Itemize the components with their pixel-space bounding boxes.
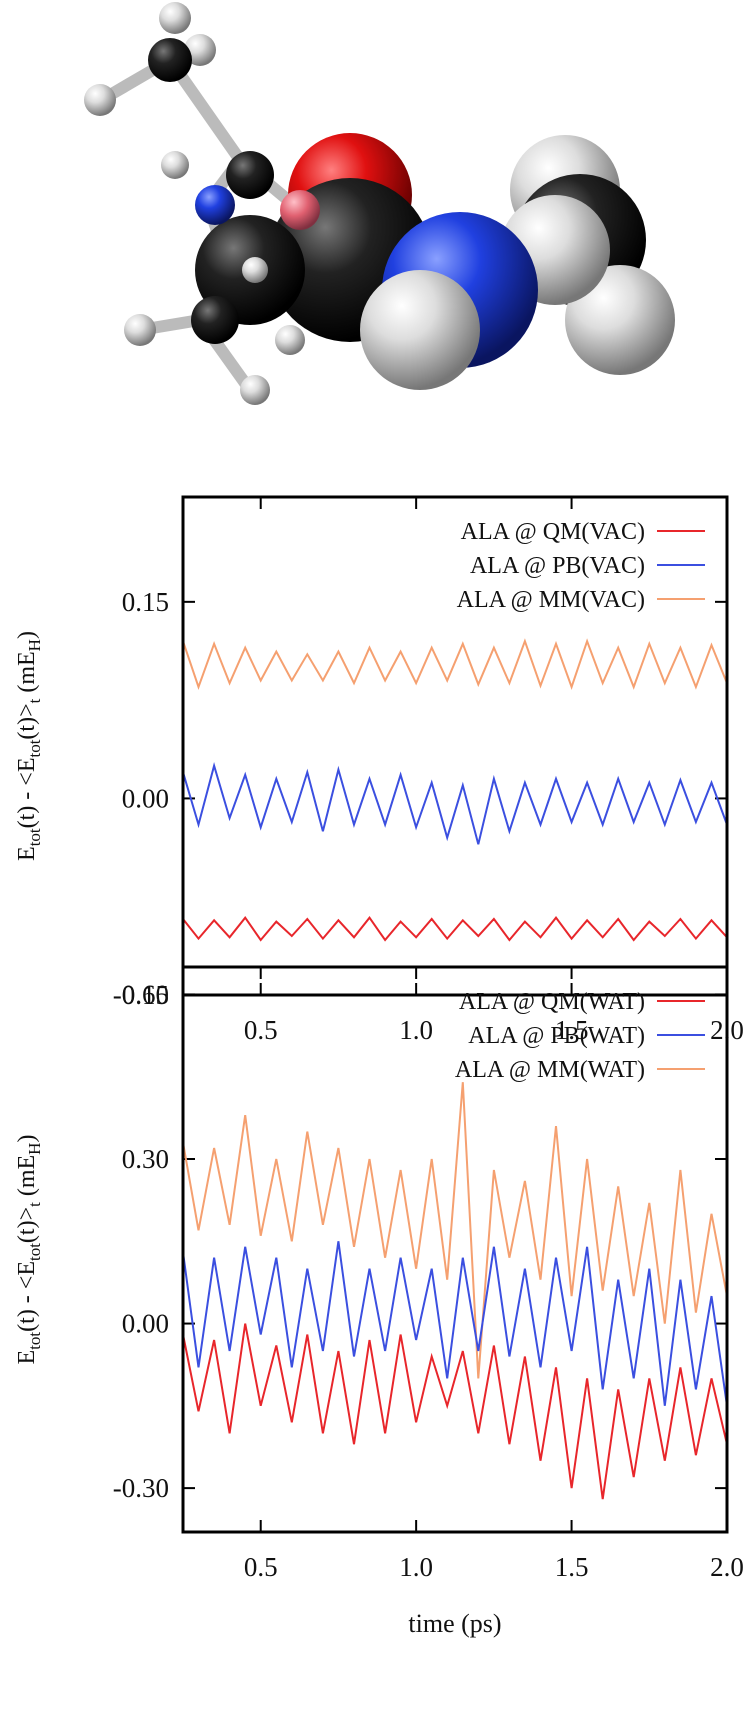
legend-label: ALA @ MM(WAT) — [455, 1057, 645, 1083]
y-axis-label-subscript: tot — [25, 828, 44, 846]
series-line — [182, 761, 728, 845]
y-tick-label: 0.30 — [122, 1144, 169, 1174]
y-axis-label-part: (t) - <E — [14, 758, 40, 829]
x-tick-label: 0.5 — [244, 1015, 278, 1045]
y-axis-label: Etot(t) - <Etot(t)>t (mEH) — [14, 631, 44, 861]
y-tick-label: 0.15 — [122, 587, 169, 617]
y-axis-label-subscript: tot — [25, 1243, 44, 1261]
y-tick-label: -0.15 — [113, 980, 169, 1010]
y-axis-label-part: ) — [14, 1135, 40, 1143]
y-tick-label: 0.00 — [122, 1309, 169, 1339]
y-axis-label-part: (t)> — [14, 703, 40, 739]
legend-label: ALA @ QM(WAT) — [459, 989, 645, 1015]
legend-label: ALA @ QM(VAC) — [461, 519, 645, 545]
y-axis-label-subscript: t — [25, 698, 44, 703]
y-axis-label-part: ) — [14, 631, 40, 639]
y-axis-label-part: E — [14, 1350, 40, 1365]
molecule — [84, 2, 675, 405]
x-tick-label: 1.5 — [555, 1552, 589, 1582]
y-tick-label: 0.00 — [122, 783, 169, 813]
legend-label: ALA @ PB(WAT) — [468, 1023, 645, 1049]
plot-frame — [181, 495, 729, 997]
x-tick-label: 1.0 — [399, 1552, 433, 1582]
series-line — [182, 638, 728, 691]
plot-frame — [181, 965, 729, 1534]
y-tick-label: 0.60 — [122, 979, 169, 1009]
series-line — [182, 1241, 728, 1406]
y-tick-label: -0.30 — [113, 1473, 169, 1503]
y-axis-label-part: (t) - <E — [14, 1261, 40, 1332]
y-axis-label: Etot(t) - <Etot(t)>t (mEH) — [14, 1135, 44, 1365]
y-axis-label-subscript: H — [25, 639, 44, 651]
legend-label: ALA @ PB(VAC) — [470, 553, 645, 579]
x-tick-label: 1.0 — [399, 1015, 433, 1045]
series-line — [182, 916, 728, 942]
y-axis-label-part: (t)> — [14, 1207, 40, 1243]
x-tick-label: 0.5 — [244, 1552, 278, 1582]
x-tick-label: 1.5 — [555, 1015, 589, 1045]
y-axis-label-part: (mE — [14, 1155, 40, 1202]
x-axis-label: time (ps) — [408, 1609, 501, 1638]
y-axis-label-part: (mE — [14, 651, 40, 698]
y-axis-label-subscript: tot — [25, 1332, 44, 1350]
series-line — [182, 1082, 728, 1379]
y-axis-label-subscript: H — [25, 1143, 44, 1155]
y-axis-label-subscript: tot — [25, 739, 44, 757]
series-line — [182, 1323, 728, 1500]
x-tick-label: 2.0 — [710, 1552, 744, 1582]
legend-label: ALA @ MM(VAC) — [457, 587, 645, 613]
y-axis-label-part: E — [14, 846, 40, 861]
y-axis-label-subscript: t — [25, 1202, 44, 1207]
